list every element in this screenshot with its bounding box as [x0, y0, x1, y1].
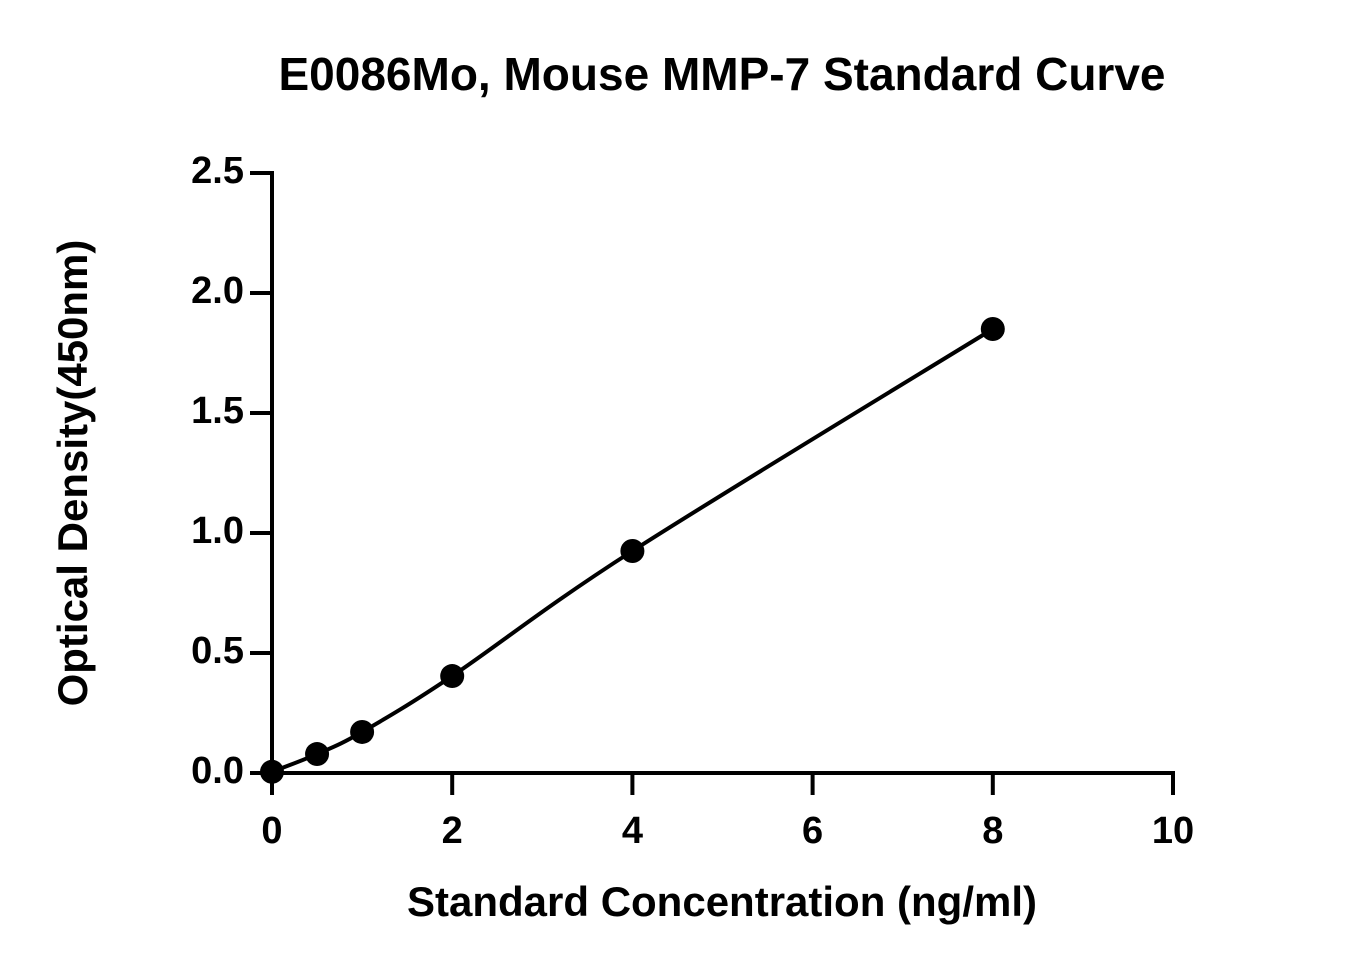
- x-axis-label: Standard Concentration (ng/ml): [407, 878, 1037, 925]
- x-tick-label: 10: [1152, 810, 1194, 852]
- y-tick-label: 1.5: [191, 390, 244, 432]
- data-point: [980, 317, 1005, 341]
- x-tick-label: 8: [982, 810, 1003, 852]
- y-axis-label: Optical Density(450nm): [49, 240, 96, 707]
- chart-title: E0086Mo, Mouse MMP-7 Standard Curve: [279, 48, 1166, 100]
- y-tick-label: 2.5: [191, 150, 244, 192]
- y-tick-label: 2.0: [191, 270, 244, 312]
- x-tick-label: 6: [802, 810, 823, 852]
- y-tick-label: 0.5: [191, 630, 244, 672]
- y-tick-label: 1.0: [191, 510, 244, 552]
- x-tick-label: 4: [622, 810, 643, 852]
- x-tick-label: 2: [442, 810, 463, 852]
- data-point: [440, 664, 465, 689]
- data-point: [260, 759, 284, 784]
- data-point: [305, 742, 330, 767]
- data-point: [350, 719, 375, 744]
- data-point: [620, 539, 645, 563]
- x-tick-label: 0: [261, 810, 282, 852]
- y-tick-label: 0.0: [191, 750, 244, 792]
